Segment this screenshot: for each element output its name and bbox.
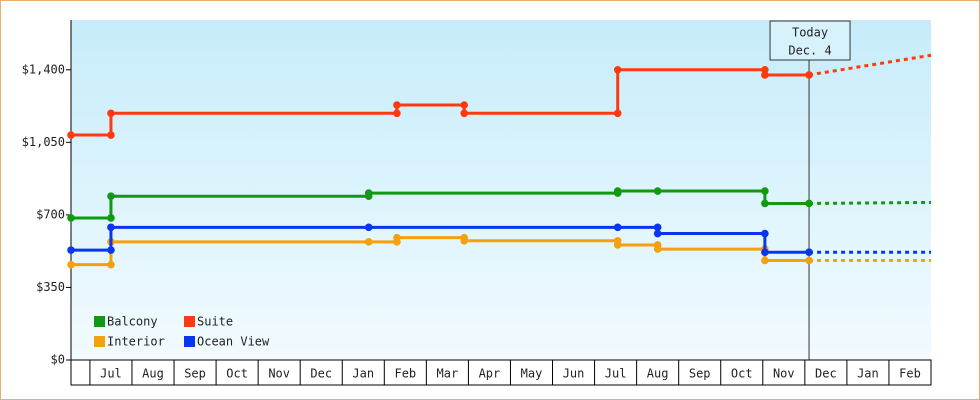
- point: [107, 214, 115, 222]
- x-tick-label: Dec: [815, 367, 837, 381]
- point: [613, 223, 622, 232]
- point: [653, 229, 662, 238]
- point: [460, 236, 469, 245]
- legend-swatch: [94, 336, 105, 347]
- series-line: [71, 225, 810, 254]
- point: [67, 246, 75, 254]
- x-tick-label: Aug: [142, 367, 164, 381]
- legend-label: Interior: [107, 335, 165, 349]
- point: [364, 223, 373, 232]
- point: [107, 131, 115, 139]
- point: [107, 192, 115, 201]
- point: [761, 199, 769, 208]
- legend-label: Balcony: [107, 315, 158, 329]
- point: [364, 238, 373, 246]
- point: [653, 245, 662, 253]
- point: [613, 65, 622, 74]
- x-tick-label: Jul: [100, 367, 122, 381]
- x-tick-label: Oct: [731, 367, 753, 381]
- today-label: Dec. 4: [788, 44, 831, 58]
- point: [393, 101, 401, 109]
- legend-swatch: [94, 316, 105, 327]
- point: [761, 229, 769, 238]
- point: [393, 233, 401, 242]
- point: [613, 241, 622, 249]
- point: [67, 214, 75, 222]
- point: [67, 131, 75, 139]
- point: [107, 223, 115, 232]
- point: [107, 246, 115, 254]
- x-tick-label: Oct: [226, 367, 248, 381]
- point: [805, 256, 813, 265]
- point: [107, 109, 115, 118]
- legend-swatch: [184, 336, 195, 347]
- legend-label: Ocean View: [197, 335, 270, 349]
- x-tick-label: Mar: [437, 367, 459, 381]
- point: [805, 199, 813, 208]
- x-tick-label: Jan: [352, 367, 374, 381]
- x-tick-label: Jun: [563, 367, 585, 381]
- today-label: Today: [792, 26, 828, 40]
- y-tick-label: $0: [51, 353, 65, 367]
- point: [460, 109, 469, 118]
- legend-swatch: [184, 316, 195, 327]
- x-tick-label: Sep: [689, 367, 711, 381]
- x-tick-label: Nov: [268, 367, 290, 381]
- x-tick-label: May: [521, 367, 543, 381]
- x-axis-band: [70, 359, 932, 386]
- point: [460, 101, 469, 109]
- point: [613, 187, 622, 195]
- x-tick-label: Nov: [773, 367, 795, 381]
- x-tick-label: Dec: [310, 367, 332, 381]
- y-tick-label: $350: [36, 280, 65, 294]
- y-tick-label: $1,400: [22, 62, 65, 76]
- point: [761, 187, 769, 195]
- point: [653, 223, 662, 232]
- point: [761, 248, 769, 256]
- x-tick-label: Aug: [647, 367, 669, 381]
- x-tick-label: Apr: [479, 367, 501, 381]
- point: [761, 256, 769, 265]
- point: [653, 187, 662, 195]
- today-box: [769, 20, 851, 61]
- x-tick-label: Feb: [394, 367, 416, 381]
- legend-label: Suite: [197, 315, 233, 329]
- x-tick-label: Sep: [184, 367, 206, 381]
- plot-background: [71, 20, 931, 360]
- point: [67, 260, 75, 269]
- x-tick-label: Jul: [605, 367, 627, 381]
- point: [805, 71, 813, 79]
- point: [761, 71, 769, 79]
- point: [805, 248, 813, 256]
- x-tick-label: Feb: [899, 367, 921, 381]
- point: [107, 260, 115, 269]
- point: [393, 109, 401, 118]
- y-tick-label: $700: [36, 207, 65, 221]
- point: [364, 189, 373, 197]
- x-tick-label: Jan: [857, 367, 879, 381]
- y-tick-label: $1,050: [22, 135, 65, 149]
- point: [613, 109, 622, 118]
